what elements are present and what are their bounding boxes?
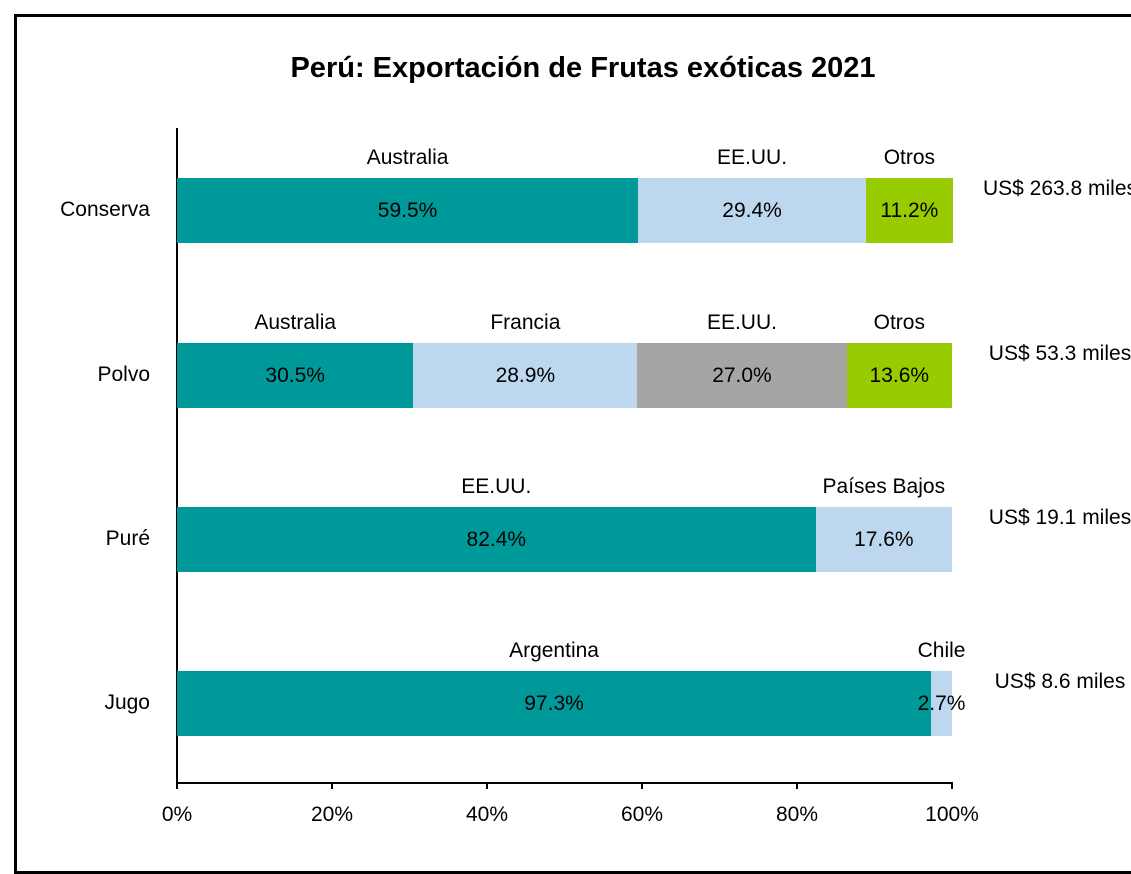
x-tick-label: 100%	[925, 803, 979, 826]
x-tick-label: 80%	[775, 803, 819, 826]
segment-name: Australia	[254, 311, 337, 334]
bar-segment: 11.2%	[865, 178, 953, 243]
x-tick-mark	[331, 783, 333, 789]
page: {"chart_data": {"type": "bar", "orientat…	[14, 14, 1131, 874]
segment-name: Países Bajos	[822, 475, 946, 498]
x-tick-mark	[641, 783, 643, 789]
bar-segment: 28.9%	[413, 343, 638, 408]
bar-segment: 59.5%	[177, 178, 639, 243]
bar-segment: 13.6%	[846, 343, 952, 408]
segment-name: Francia	[490, 311, 561, 334]
x-axis	[176, 782, 953, 784]
x-tick-mark	[796, 783, 798, 789]
total-label: US$ 53.3 miles	[988, 342, 1131, 365]
category-label: Jugo	[104, 691, 150, 714]
category-label: Polvo	[97, 363, 150, 386]
bar-segment: 27.0%	[637, 343, 847, 408]
bar-segment: 29.4%	[638, 178, 866, 243]
segment-name: Otros	[873, 311, 925, 334]
total-label: US$ 19.1 miles	[988, 506, 1131, 529]
bar-segment: 17.6%	[815, 507, 952, 572]
category-label: Conserva	[60, 198, 150, 221]
x-tick-label: 60%	[620, 803, 664, 826]
category-label: Puré	[105, 527, 150, 550]
bar-segment: 30.5%	[177, 343, 414, 408]
x-tick-label: 0%	[161, 803, 193, 826]
segment-name: Chile	[917, 639, 966, 662]
total-label: US$ 8.6 miles	[994, 670, 1126, 693]
bar-segment: 82.4%	[177, 507, 816, 572]
segment-name: Australia	[366, 146, 449, 169]
x-tick-mark	[176, 783, 178, 789]
bar-segment: 97.3%	[177, 671, 932, 736]
bar-segment: 2.7%	[918, 671, 965, 736]
segment-name: Otros	[883, 146, 936, 169]
x-tick-mark	[486, 783, 488, 789]
segment-name: Argentina	[509, 639, 599, 662]
x-tick-label: 20%	[310, 803, 354, 826]
x-tick-label: 40%	[465, 803, 509, 826]
x-tick-mark	[951, 783, 953, 789]
segment-name: EE.UU.	[717, 146, 788, 169]
segment-name: EE.UU.	[706, 311, 777, 334]
chart-title: Perú: Exportación de Frutas exóticas 202…	[290, 52, 876, 84]
y-axis	[176, 128, 178, 784]
chart-frame	[14, 14, 1131, 874]
total-label: US$ 263.8 miles	[982, 177, 1131, 200]
segment-name: EE.UU.	[461, 475, 532, 498]
